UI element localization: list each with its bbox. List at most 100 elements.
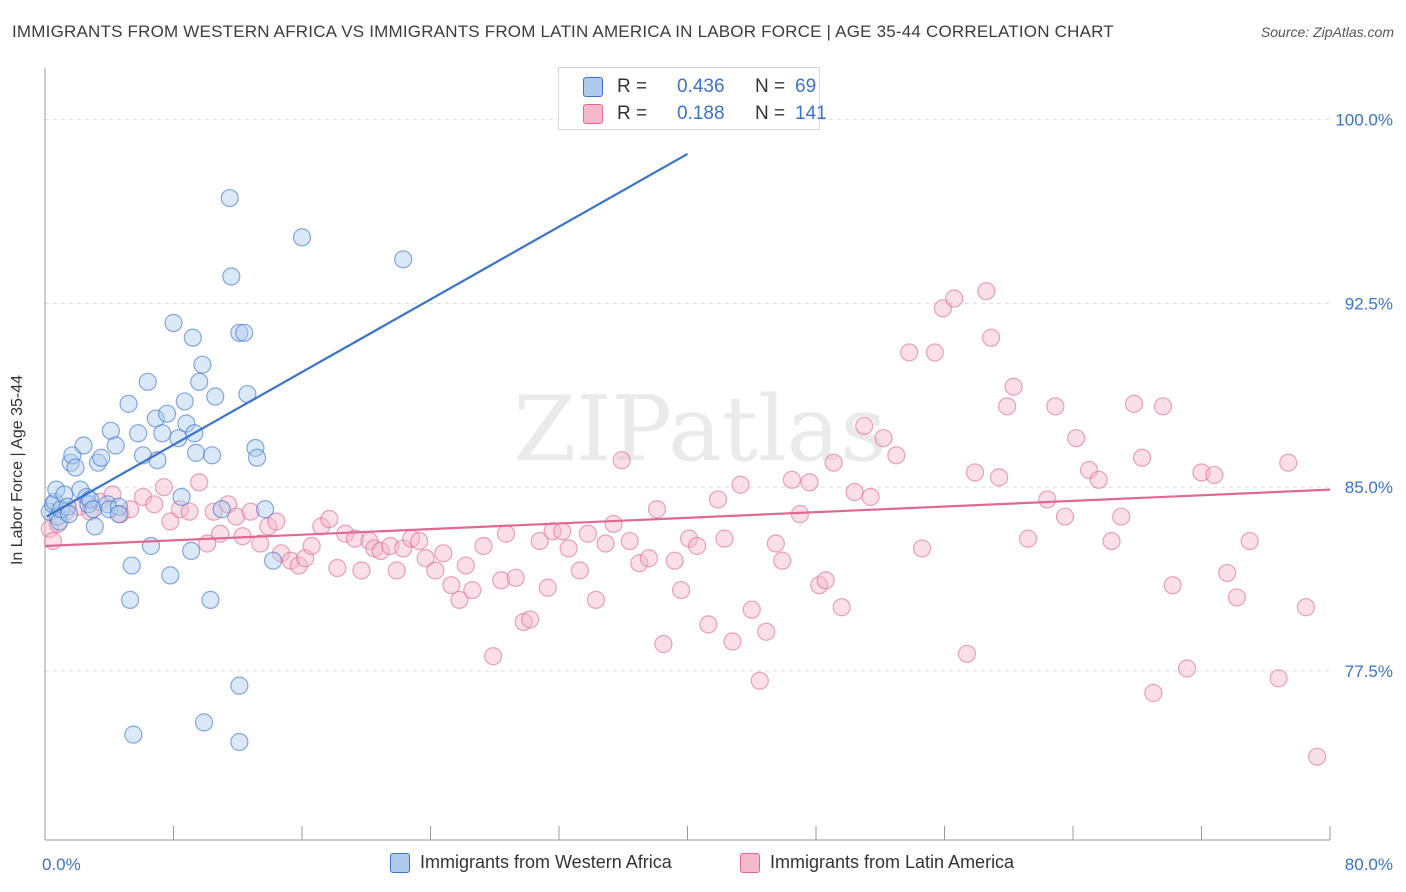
data-point [530, 531, 549, 551]
data-point [977, 282, 996, 301]
y-axis-label: In Labor Force | Age 35-44 [9, 374, 26, 566]
x-tick-label: 80.0% [1345, 855, 1393, 874]
data-point [157, 404, 177, 423]
data-point [957, 644, 977, 663]
data-point [1004, 377, 1023, 396]
data-point [559, 539, 578, 558]
data-point [190, 372, 209, 391]
data-point [74, 436, 93, 455]
correlation-legend: R = 0.436 N = 69 R = 0.188 N = 141 [558, 67, 827, 130]
data-point [180, 502, 199, 521]
legend-swatch-blue [390, 852, 410, 873]
data-point [138, 372, 157, 391]
data-point [212, 500, 231, 519]
legend-r-label: R = [617, 103, 648, 124]
data-point [492, 571, 511, 590]
data-point [731, 475, 750, 494]
data-point [723, 632, 742, 651]
data-point [230, 323, 249, 342]
data-point [106, 436, 125, 455]
data-point [586, 590, 606, 609]
data-point [121, 590, 140, 609]
chart-title: IMMIGRANTS FROM WESTERN AFRICA VS IMMIGR… [12, 22, 1114, 41]
legend-swatch-blue [583, 77, 603, 97]
legend-label-western-africa: Immigrants from Western Africa [420, 852, 672, 872]
legend-n-value: 69 [795, 76, 817, 97]
legend-n-label: N = [755, 76, 786, 97]
source-credit: Source: ZipAtlas.com [1260, 24, 1394, 40]
data-point [861, 487, 880, 507]
data-point [671, 580, 691, 600]
data-point [1205, 465, 1224, 485]
trend-lines [44, 152, 1331, 548]
data-point [255, 500, 275, 519]
legend-label-latin-america: Immigrants from Latin America [770, 852, 1015, 872]
data-point [630, 554, 649, 573]
data-point [855, 416, 874, 436]
trend-line-latin-america [44, 488, 1331, 548]
data-point [578, 524, 598, 543]
data-point [1144, 683, 1163, 703]
data-point [292, 228, 312, 247]
data-point [66, 458, 85, 477]
legend-item-latin-america: Immigrants from Latin America [740, 852, 1014, 873]
data-point [450, 590, 469, 609]
data-point [1018, 529, 1038, 548]
data-point [456, 556, 475, 575]
data-point [289, 556, 308, 575]
data-point [474, 536, 493, 556]
data-point [1163, 576, 1182, 595]
data-point [230, 732, 249, 752]
data-point [912, 539, 932, 558]
data-point [119, 394, 138, 413]
legend-swatch-pink [583, 104, 603, 124]
y-tick-label: 92.5% [1345, 294, 1393, 313]
data-point [800, 473, 819, 492]
data-point [1067, 429, 1086, 448]
data-point [874, 429, 893, 448]
data-point [442, 576, 461, 595]
data-point [121, 500, 140, 519]
data-point [145, 495, 164, 514]
data-point [193, 355, 212, 374]
data-point [267, 512, 286, 531]
data-point [816, 571, 835, 590]
legend-item-western-africa: Immigrants from Western Africa [390, 852, 672, 873]
data-point [990, 468, 1009, 487]
data-point [235, 323, 254, 342]
watermark: ZIPatlas [513, 377, 886, 482]
data-point [1102, 531, 1121, 551]
data-point [965, 463, 985, 482]
data-point [183, 328, 202, 347]
data-point [1124, 394, 1144, 413]
data-point [182, 541, 201, 560]
series-legend: Immigrants from Western Africa Immigrant… [0, 852, 1406, 878]
legend-n-value: 141 [795, 103, 827, 124]
data-point [129, 424, 148, 443]
data-point [345, 529, 365, 548]
data-point [570, 561, 589, 580]
legend-r-value: 0.436 [677, 76, 725, 97]
data-point [190, 473, 209, 492]
data-point [371, 541, 390, 560]
data-point [201, 590, 220, 609]
data-point [206, 387, 225, 406]
data-point [715, 529, 734, 548]
data-point [1038, 490, 1057, 509]
data-point [887, 446, 906, 465]
data-point [620, 531, 639, 551]
data-point [387, 561, 406, 580]
data-point [699, 615, 718, 634]
data-point [654, 634, 673, 654]
data-point [220, 188, 239, 208]
data-point [194, 713, 214, 732]
data-point [210, 524, 230, 543]
data-point [85, 517, 104, 536]
data-point [1153, 397, 1173, 416]
data-point [222, 267, 241, 286]
data-point [1279, 453, 1298, 472]
data-point [639, 549, 659, 568]
data-point [416, 549, 435, 568]
trend-line-western-africa [46, 152, 689, 518]
data-point [463, 580, 482, 600]
